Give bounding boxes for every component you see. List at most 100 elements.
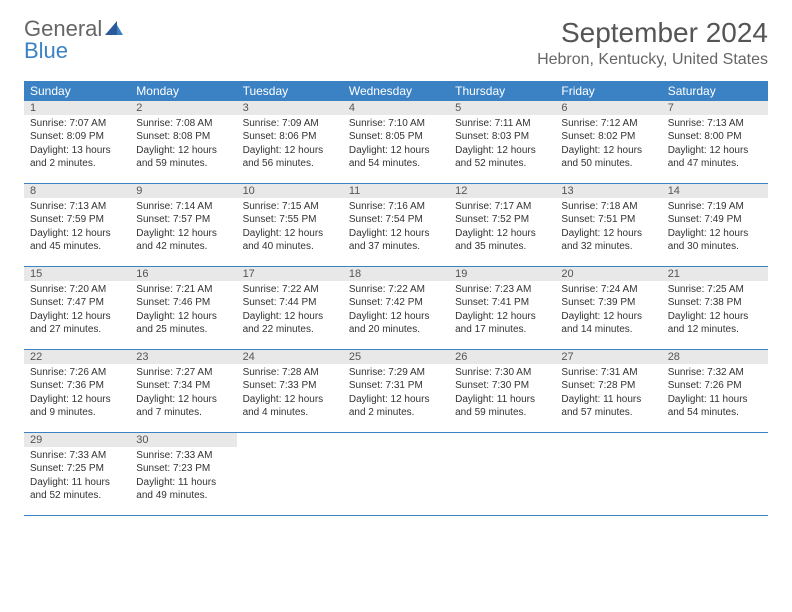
logo-text: GeneralBlue [24,18,124,62]
sunset-text: Sunset: 7:33 PM [243,379,337,393]
day-number: 8 [24,184,130,198]
day-number: 4 [343,101,449,115]
sunset-text: Sunset: 7:36 PM [30,379,124,393]
calendar-row: 8Sunrise: 7:13 AMSunset: 7:59 PMDaylight… [24,183,768,266]
calendar-cell: 5Sunrise: 7:11 AMSunset: 8:03 PMDaylight… [449,101,555,184]
day-number: 11 [343,184,449,198]
calendar-cell: 25Sunrise: 7:29 AMSunset: 7:31 PMDayligh… [343,349,449,432]
day-details: Sunrise: 7:23 AMSunset: 7:41 PMDaylight:… [449,281,555,341]
day-details: Sunrise: 7:18 AMSunset: 7:51 PMDaylight:… [555,198,661,258]
calendar-cell [662,432,768,515]
weekday-header-row: Sunday Monday Tuesday Wednesday Thursday… [24,81,768,101]
calendar-row: 29Sunrise: 7:33 AMSunset: 7:25 PMDayligh… [24,432,768,515]
day-number: 21 [662,267,768,281]
calendar-cell: 28Sunrise: 7:32 AMSunset: 7:26 PMDayligh… [662,349,768,432]
daylight-text: Daylight: 12 hours and 20 minutes. [349,310,443,337]
weekday-header: Sunday [24,81,130,101]
sunset-text: Sunset: 7:57 PM [136,213,230,227]
daylight-text: Daylight: 12 hours and 25 minutes. [136,310,230,337]
day-details: Sunrise: 7:26 AMSunset: 7:36 PMDaylight:… [24,364,130,424]
day-details: Sunrise: 7:31 AMSunset: 7:28 PMDaylight:… [555,364,661,424]
daylight-text: Daylight: 12 hours and 45 minutes. [30,227,124,254]
daylight-text: Daylight: 12 hours and 9 minutes. [30,393,124,420]
day-details: Sunrise: 7:11 AMSunset: 8:03 PMDaylight:… [449,115,555,175]
calendar-cell [237,432,343,515]
daylight-text: Daylight: 12 hours and 27 minutes. [30,310,124,337]
sunrise-text: Sunrise: 7:11 AM [455,117,549,131]
sunrise-text: Sunrise: 7:12 AM [561,117,655,131]
calendar-cell: 23Sunrise: 7:27 AMSunset: 7:34 PMDayligh… [130,349,236,432]
sunset-text: Sunset: 8:08 PM [136,130,230,144]
sunrise-text: Sunrise: 7:21 AM [136,283,230,297]
day-number: 30 [130,433,236,447]
sunset-text: Sunset: 7:49 PM [668,213,762,227]
day-number: 7 [662,101,768,115]
day-number: 15 [24,267,130,281]
sunrise-text: Sunrise: 7:29 AM [349,366,443,380]
sunrise-text: Sunrise: 7:17 AM [455,200,549,214]
calendar-row: 22Sunrise: 7:26 AMSunset: 7:36 PMDayligh… [24,349,768,432]
calendar-cell: 20Sunrise: 7:24 AMSunset: 7:39 PMDayligh… [555,266,661,349]
sunset-text: Sunset: 7:38 PM [668,296,762,310]
daylight-text: Daylight: 12 hours and 42 minutes. [136,227,230,254]
calendar-cell [555,432,661,515]
day-number: 14 [662,184,768,198]
daylight-text: Daylight: 12 hours and 12 minutes. [668,310,762,337]
day-details: Sunrise: 7:16 AMSunset: 7:54 PMDaylight:… [343,198,449,258]
day-details: Sunrise: 7:09 AMSunset: 8:06 PMDaylight:… [237,115,343,175]
sunrise-text: Sunrise: 7:16 AM [349,200,443,214]
sunset-text: Sunset: 7:46 PM [136,296,230,310]
day-number: 28 [662,350,768,364]
weekday-header: Saturday [662,81,768,101]
day-details: Sunrise: 7:19 AMSunset: 7:49 PMDaylight:… [662,198,768,258]
daylight-text: Daylight: 11 hours and 52 minutes. [30,476,124,503]
sunset-text: Sunset: 7:47 PM [30,296,124,310]
calendar-table: Sunday Monday Tuesday Wednesday Thursday… [24,81,768,516]
sunset-text: Sunset: 7:55 PM [243,213,337,227]
calendar-cell: 30Sunrise: 7:33 AMSunset: 7:23 PMDayligh… [130,432,236,515]
day-number: 17 [237,267,343,281]
daylight-text: Daylight: 12 hours and 40 minutes. [243,227,337,254]
daylight-text: Daylight: 12 hours and 4 minutes. [243,393,337,420]
daylight-text: Daylight: 11 hours and 57 minutes. [561,393,655,420]
calendar-cell: 2Sunrise: 7:08 AMSunset: 8:08 PMDaylight… [130,101,236,184]
day-details: Sunrise: 7:25 AMSunset: 7:38 PMDaylight:… [662,281,768,341]
sunrise-text: Sunrise: 7:28 AM [243,366,337,380]
day-number: 27 [555,350,661,364]
calendar-cell: 15Sunrise: 7:20 AMSunset: 7:47 PMDayligh… [24,266,130,349]
sunrise-text: Sunrise: 7:10 AM [349,117,443,131]
logo-part2: Blue [24,38,68,63]
sunrise-text: Sunrise: 7:23 AM [455,283,549,297]
sunrise-text: Sunrise: 7:22 AM [243,283,337,297]
sunrise-text: Sunrise: 7:26 AM [30,366,124,380]
daylight-text: Daylight: 12 hours and 7 minutes. [136,393,230,420]
logo: GeneralBlue [24,18,124,62]
day-details: Sunrise: 7:08 AMSunset: 8:08 PMDaylight:… [130,115,236,175]
calendar-cell: 3Sunrise: 7:09 AMSunset: 8:06 PMDaylight… [237,101,343,184]
sunrise-text: Sunrise: 7:25 AM [668,283,762,297]
day-details: Sunrise: 7:32 AMSunset: 7:26 PMDaylight:… [662,364,768,424]
location: Hebron, Kentucky, United States [537,51,768,69]
day-details: Sunrise: 7:13 AMSunset: 8:00 PMDaylight:… [662,115,768,175]
weekday-header: Wednesday [343,81,449,101]
day-details: Sunrise: 7:29 AMSunset: 7:31 PMDaylight:… [343,364,449,424]
sunset-text: Sunset: 7:54 PM [349,213,443,227]
day-number: 6 [555,101,661,115]
day-details: Sunrise: 7:12 AMSunset: 8:02 PMDaylight:… [555,115,661,175]
day-details: Sunrise: 7:20 AMSunset: 7:47 PMDaylight:… [24,281,130,341]
day-details: Sunrise: 7:33 AMSunset: 7:25 PMDaylight:… [24,447,130,507]
sunset-text: Sunset: 7:42 PM [349,296,443,310]
calendar-cell: 4Sunrise: 7:10 AMSunset: 8:05 PMDaylight… [343,101,449,184]
sunrise-text: Sunrise: 7:27 AM [136,366,230,380]
calendar-cell: 29Sunrise: 7:33 AMSunset: 7:25 PMDayligh… [24,432,130,515]
sunset-text: Sunset: 7:28 PM [561,379,655,393]
calendar-cell: 9Sunrise: 7:14 AMSunset: 7:57 PMDaylight… [130,183,236,266]
day-number: 3 [237,101,343,115]
day-details: Sunrise: 7:07 AMSunset: 8:09 PMDaylight:… [24,115,130,175]
daylight-text: Daylight: 12 hours and 37 minutes. [349,227,443,254]
daylight-text: Daylight: 12 hours and 35 minutes. [455,227,549,254]
weekday-header: Friday [555,81,661,101]
calendar-cell: 1Sunrise: 7:07 AMSunset: 8:09 PMDaylight… [24,101,130,184]
day-number: 19 [449,267,555,281]
day-number: 24 [237,350,343,364]
